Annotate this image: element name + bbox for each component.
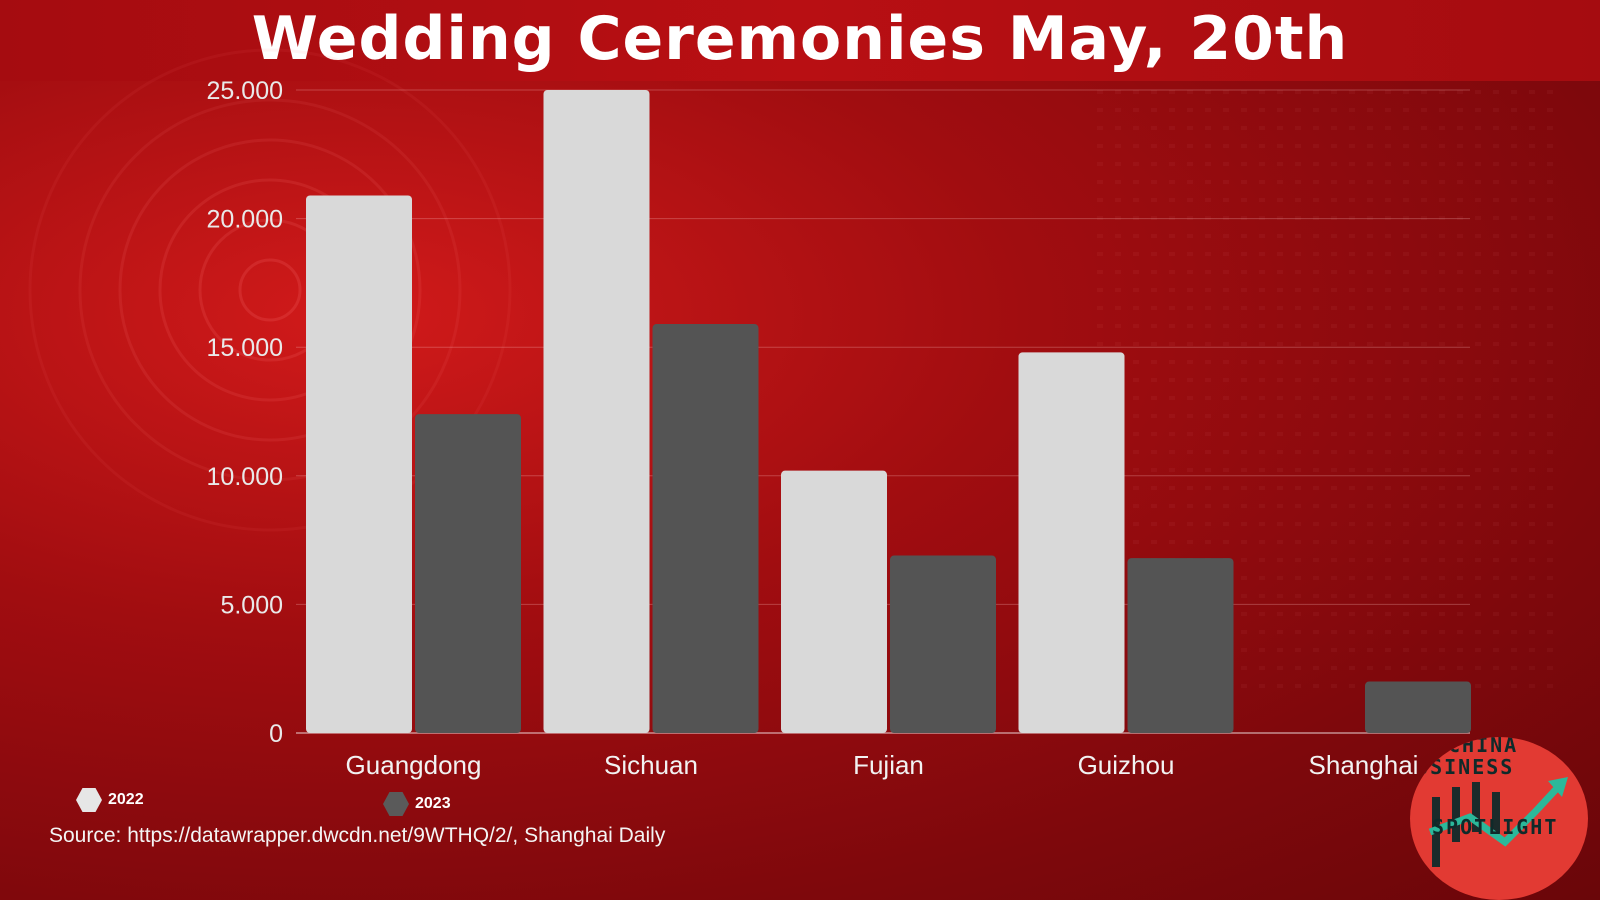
x-category-label-sichuan: Sichuan [604,750,698,780]
logo-text-business: BUSINESS [1410,755,1515,779]
bar-guangdong-2022 [306,195,412,733]
y-tick-label: 5.000 [220,591,283,619]
x-axis: Guangdong Sichuan Fujian Guizhou Shanghai [346,750,1419,780]
logo-text-china: CHINA [1448,737,1519,757]
china-business-spotlight-logo: CHINA BUSINESS SPOTLIGHT [1410,737,1588,900]
x-category-label-guizhou: Guizhou [1078,750,1175,780]
background-decoration [28,48,1553,700]
chart-title: Wedding Ceremonies May, 20th [251,4,1349,74]
bars [306,90,1471,733]
y-tick-label: 15.000 [207,334,283,362]
bar-guangdong-2023 [415,414,521,733]
bar-sichuan-2023 [652,324,759,733]
bar-fujian-2022 [781,470,887,733]
logo-graphic [1428,777,1568,867]
legend-label-2022: 2022 [108,791,144,808]
x-category-label-fujian: Fujian [853,750,924,780]
title-band [0,0,1600,81]
bar-fujian-2023 [890,555,996,733]
bar-shanghai-2023 [1365,681,1471,733]
y-tick-label: 25.000 [207,77,283,105]
x-category-label-guangdong: Guangdong [346,750,482,780]
y-tick-label: 0 [269,720,283,748]
legend-label-2023: 2023 [415,795,451,812]
y-axis: 0 5.000 10.000 15.000 20.000 25.000 [207,77,283,748]
legend-swatch-2022 [76,788,102,812]
source-note: Source: https://datawrapper.dwcdn.net/9W… [49,824,666,847]
y-tick-label: 20.000 [207,206,283,234]
x-category-label-shanghai: Shanghai [1309,750,1419,780]
y-tick-label: 10.000 [207,463,283,491]
legend-item-2023: 2023 [383,792,451,816]
bar-guizhou-2023 [1127,558,1234,733]
legend-item-2022: 2022 [76,788,144,812]
logo-text-spotlight: SPOTLIGHT [1432,815,1559,839]
bar-sichuan-2022 [543,90,650,733]
bar-guizhou-2022 [1018,352,1125,733]
legend-swatch-2023 [383,792,409,816]
